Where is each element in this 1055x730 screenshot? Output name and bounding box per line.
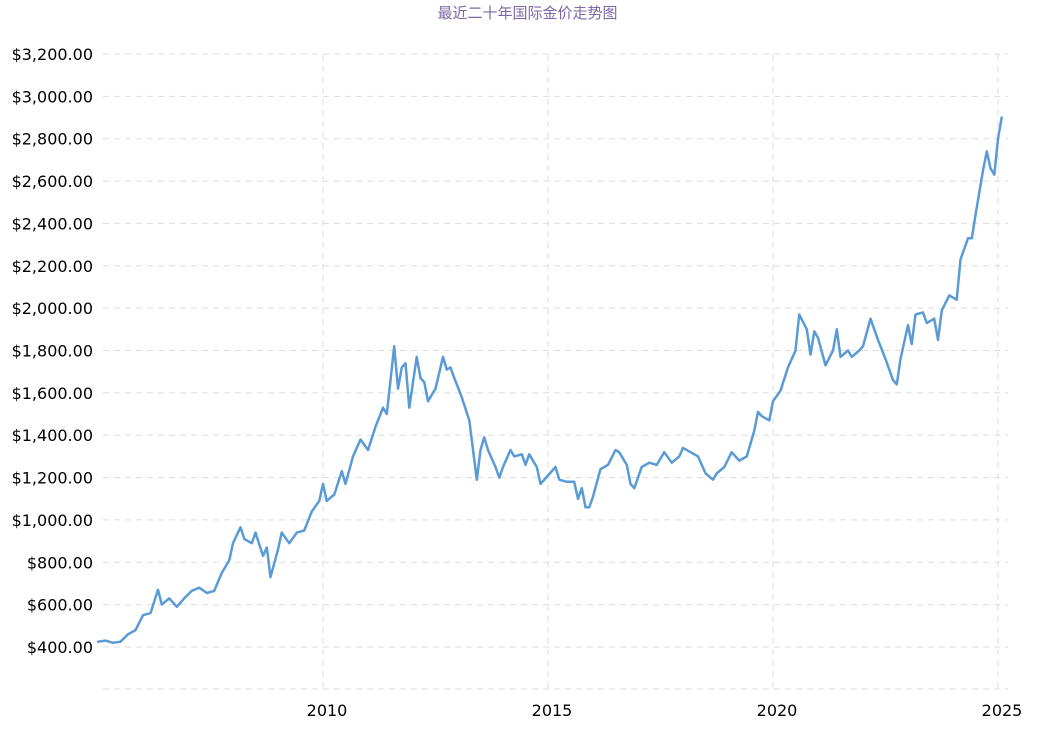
y-tick-label: $2,000.00 [12,299,93,318]
chart-title: 最近二十年国际金价走势图 [437,4,618,22]
y-tick-label: $2,600.00 [12,172,93,191]
series-layer [96,116,1003,645]
y-axis-ticks: $400.00 $600.00 $800.00 $1,000.00 $1,200.00 $… [12,45,93,657]
y-tick-label: $3,000.00 [12,87,93,106]
y-tick-label: $2,200.00 [12,257,93,276]
x-axis-ticks: 2010 2015 2020 2025 [307,701,1023,720]
y-tick-label: $1,200.00 [12,469,93,488]
y-tick-label: $600.00 [27,596,93,615]
y-tick-label: $400.00 [27,638,93,657]
y-tick-label: $1,600.00 [12,384,93,403]
y-tick-label: $1,400.00 [12,426,93,445]
y-tick-label: $800.00 [27,553,93,572]
x-tick-label: 2020 [757,701,798,720]
y-tick-label: $3,200.00 [12,45,93,64]
y-tick-label: $1,000.00 [12,511,93,530]
x-tick-label: 2025 [982,701,1023,720]
y-tick-label: $1,800.00 [12,342,93,361]
x-tick-label: 2015 [532,701,573,720]
x-tick-label: 2010 [307,701,348,720]
grid [103,53,1008,690]
gold-price-line [96,116,1003,645]
y-tick-label: $2,400.00 [12,214,93,233]
y-tick-label: $2,800.00 [12,130,93,149]
